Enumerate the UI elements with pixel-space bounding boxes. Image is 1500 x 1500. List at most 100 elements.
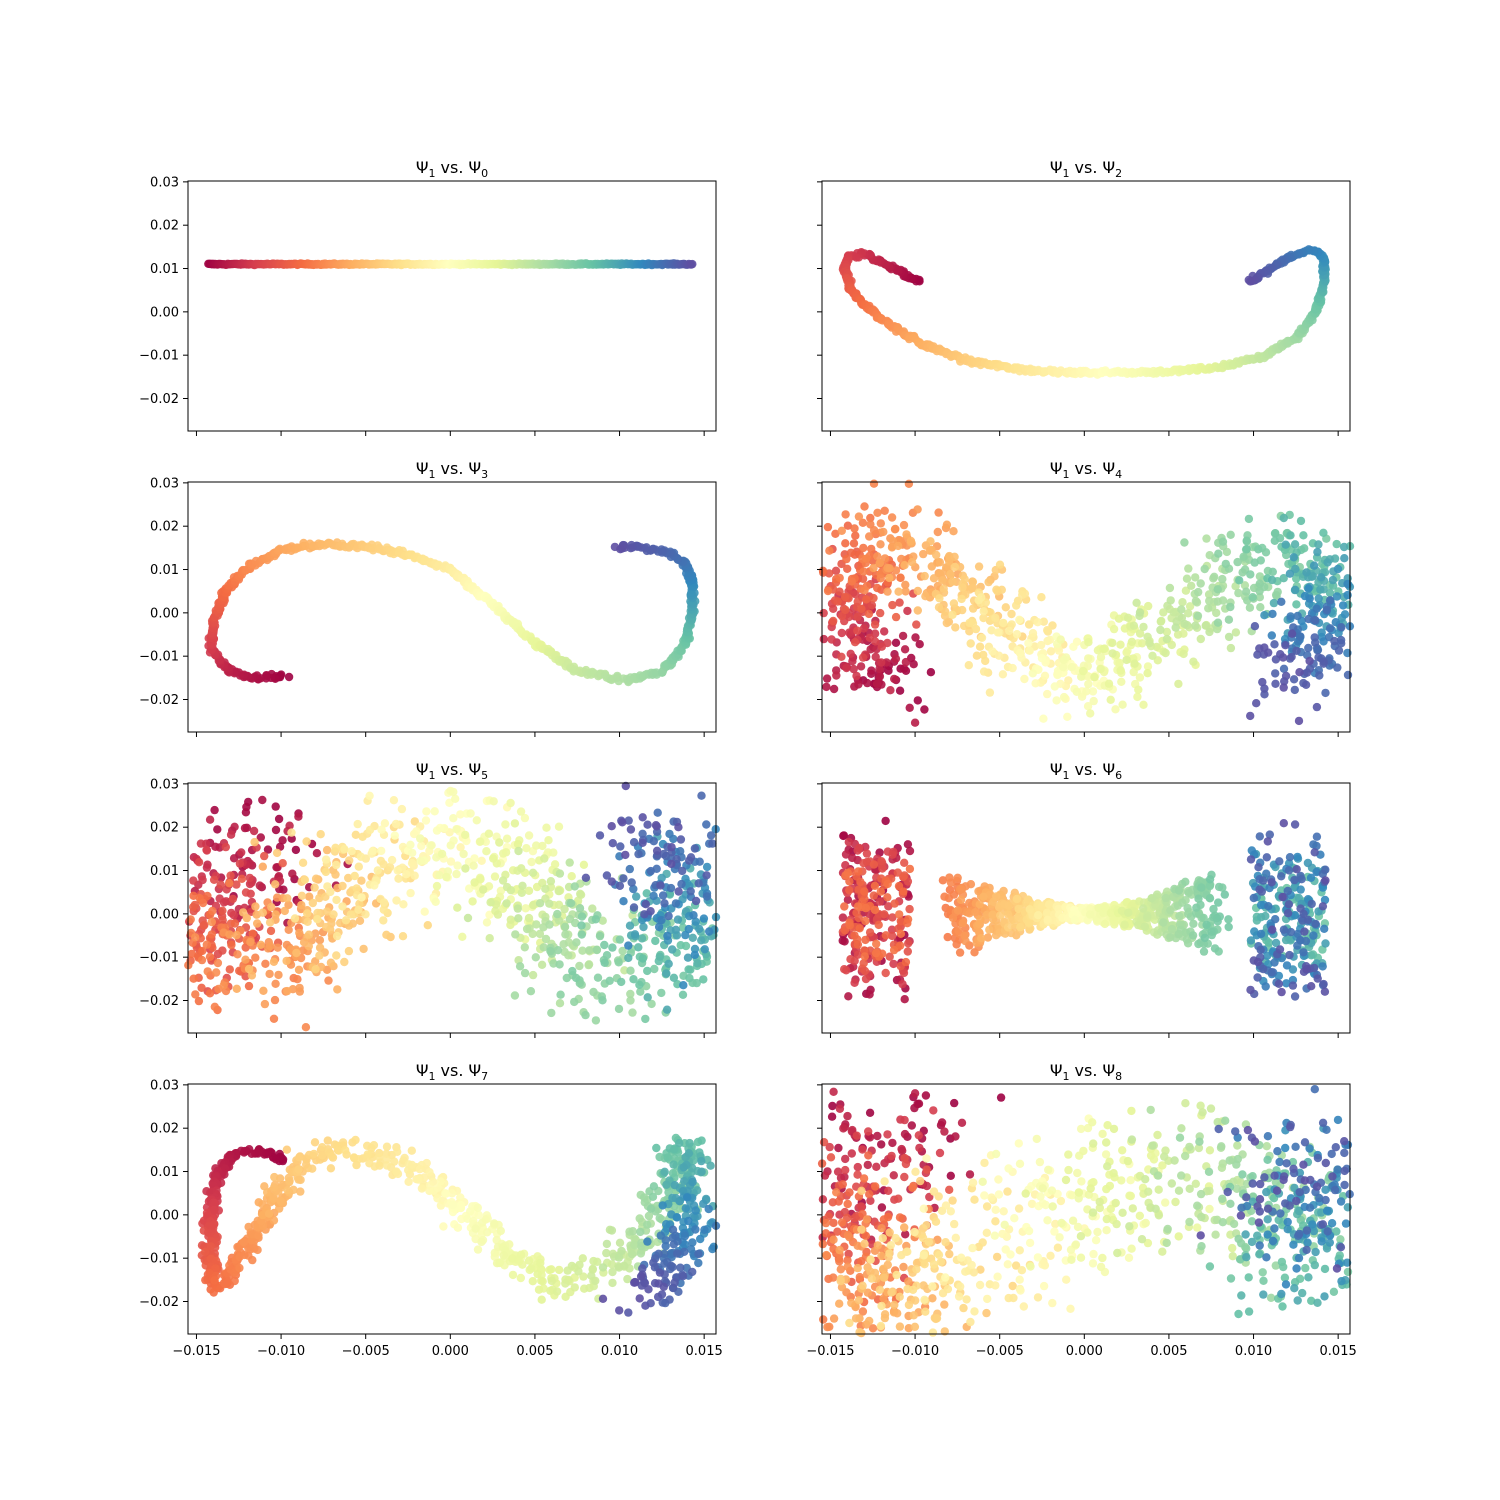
scatter-point: [842, 663, 851, 673]
scatter-point: [1100, 919, 1110, 929]
scatter-point: [905, 703, 914, 712]
scatter-point: [1224, 615, 1234, 624]
scatter-point: [226, 871, 235, 880]
scatter-point: [875, 558, 885, 568]
scatter-point: [993, 587, 1002, 596]
scatter-point: [591, 915, 600, 924]
axes-frame: [187, 481, 717, 733]
y-tick-label: 0.02: [150, 520, 179, 535]
scatter-point: [1082, 687, 1091, 696]
scatter-point: [888, 850, 897, 859]
scatter-point: [829, 604, 838, 613]
scatter-point: [650, 964, 659, 974]
title-mid: vs.: [1069, 459, 1102, 478]
axes-frame: [821, 180, 1351, 432]
scatter-point: [1291, 585, 1300, 594]
scatter-point: [1067, 663, 1077, 672]
scatter-point: [676, 847, 685, 856]
scatter-point: [258, 862, 267, 871]
scatter-point: [1196, 634, 1206, 644]
scatter-point: [1109, 624, 1119, 634]
scatter-point: [312, 849, 322, 858]
scatter-point: [602, 951, 612, 960]
scatter-point: [880, 506, 889, 515]
scatter-point: [835, 573, 844, 583]
scatter-point: [953, 873, 962, 882]
scatter-point: [432, 881, 442, 891]
scatter-point: [898, 979, 907, 989]
scatter-point: [877, 857, 886, 866]
scatter-point: [630, 930, 640, 939]
scatter-point: [526, 987, 536, 996]
scatter-point: [513, 904, 522, 913]
scatter-point: [549, 848, 558, 857]
scatter-point: [1139, 622, 1148, 632]
scatter-point: [506, 915, 515, 924]
scatter-point: [685, 856, 694, 865]
title-sub1: 1: [428, 769, 435, 782]
scatter-point: [881, 816, 890, 826]
scatter-point: [1199, 947, 1209, 956]
scatter-point: [934, 603, 944, 612]
scatter-point: [1181, 877, 1190, 886]
scatter-point: [565, 858, 574, 867]
scatter-point: [887, 513, 897, 522]
scatter-point: [373, 866, 382, 875]
scatter-point: [853, 626, 862, 635]
scatter-point: [432, 826, 442, 835]
scatter-point: [960, 931, 969, 940]
scatter-point: [550, 860, 560, 869]
scatter-point: [197, 955, 207, 965]
scatter-point: [1213, 585, 1223, 594]
scatter-point: [1015, 615, 1024, 624]
scatter-point: [1012, 601, 1021, 610]
scatter-point: [697, 791, 706, 800]
scatter-point: [495, 838, 504, 847]
scatter-point: [1139, 700, 1148, 709]
scatter-point: [898, 631, 908, 641]
scatter-point: [1210, 944, 1220, 953]
scatter-point: [862, 554, 871, 563]
scatter-point: [932, 550, 941, 560]
scatter-point: [522, 924, 532, 934]
scatter-point: [577, 921, 586, 930]
y-axis: 0.030.020.010.00−0.01−0.02: [139, 777, 188, 1009]
title-sub2: 5: [481, 769, 488, 782]
scatter-point: [1304, 643, 1313, 653]
scatter-point: [1268, 609, 1277, 619]
scatter-point: [948, 610, 957, 619]
scatter-point: [1338, 601, 1348, 610]
x-axis: [195, 732, 705, 737]
scatter-point: [271, 802, 280, 811]
scatter-point: [1166, 596, 1175, 605]
scatter-point: [1084, 654, 1093, 663]
scatter-point: [634, 849, 643, 859]
scatter-point: [1224, 632, 1234, 642]
scatter-point: [1108, 638, 1117, 648]
scatter-point: [658, 891, 668, 900]
scatter-point: [1292, 600, 1301, 609]
scatter-point: [625, 921, 635, 930]
scatter-point: [1343, 590, 1352, 600]
scatter-point: [1302, 668, 1312, 677]
scatter-point: [269, 957, 279, 966]
scatter-point: [822, 682, 831, 692]
scatter-point: [1028, 669, 1038, 678]
scatter-point: [1200, 933, 1210, 943]
scatter-point: [210, 1002, 219, 1011]
scatter-point: [669, 973, 679, 982]
scatter-point: [256, 940, 265, 949]
scatter-point: [482, 847, 491, 856]
scatter-point: [541, 934, 551, 944]
scatter-point: [953, 906, 963, 915]
scatter-point: [859, 567, 868, 576]
scatter-points: [204, 259, 697, 270]
scatter-point: [837, 628, 846, 638]
scatter-point: [340, 845, 349, 854]
scatter-point: [895, 910, 904, 919]
scatter-point: [282, 956, 291, 966]
scatter-point: [938, 576, 947, 585]
scatter-point: [999, 618, 1008, 628]
scatter-point: [905, 846, 915, 856]
